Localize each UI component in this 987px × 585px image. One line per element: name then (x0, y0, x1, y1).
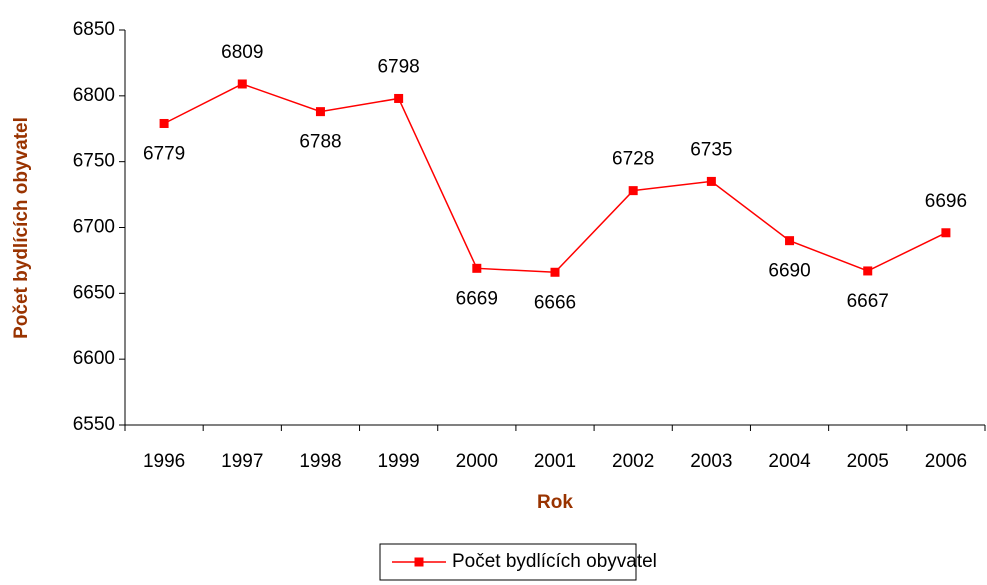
x-axis-title: Rok (537, 492, 573, 513)
x-tick-label: 1999 (377, 451, 419, 472)
data-label: 6809 (221, 42, 263, 63)
x-tick-label: 1996 (143, 451, 185, 472)
y-tick-label: 6650 (73, 282, 115, 303)
marker (863, 266, 873, 276)
data-label: 6667 (847, 291, 889, 312)
marker (315, 107, 325, 117)
x-tick-label: 2003 (690, 451, 732, 472)
y-tick-label: 6800 (73, 85, 115, 106)
data-label: 6669 (456, 288, 498, 309)
x-tick-label: 2000 (456, 451, 498, 472)
data-label: 6728 (612, 149, 654, 170)
y-tick-label: 6850 (73, 19, 115, 40)
x-tick-label: 1997 (221, 451, 263, 472)
y-tick-label: 6750 (73, 151, 115, 172)
marker (159, 118, 169, 128)
legend-label: Počet bydlících obyvatel (452, 551, 657, 572)
data-label: 6788 (299, 132, 341, 153)
data-label: 6696 (925, 191, 967, 212)
marker (785, 236, 795, 246)
line (163, 83, 947, 274)
data-label: 6666 (534, 292, 576, 313)
marker (706, 176, 716, 186)
marker (472, 263, 482, 273)
marker (941, 228, 951, 238)
y-tick-label: 6700 (73, 217, 115, 238)
data-label: 6779 (143, 143, 185, 164)
x-tick-label: 2006 (925, 451, 967, 472)
x-tick-label: 2004 (768, 451, 811, 472)
x-tick-label: 1998 (299, 451, 341, 472)
marker (628, 186, 638, 196)
x-tick-label: 2001 (534, 451, 576, 472)
y-tick-label: 6550 (73, 414, 115, 435)
marker (237, 79, 247, 89)
y-tick-label: 6600 (73, 348, 115, 369)
data-label: 6735 (690, 139, 732, 160)
data-label: 6798 (377, 56, 419, 77)
marker (394, 93, 404, 103)
x-tick-label: 2002 (612, 451, 654, 472)
x-tick-label: 2005 (847, 451, 889, 472)
data-label: 6690 (768, 261, 810, 282)
marker (550, 267, 560, 277)
y-axis-title: Počet bydlících obyvatel (11, 117, 32, 339)
legend-marker (414, 557, 424, 567)
